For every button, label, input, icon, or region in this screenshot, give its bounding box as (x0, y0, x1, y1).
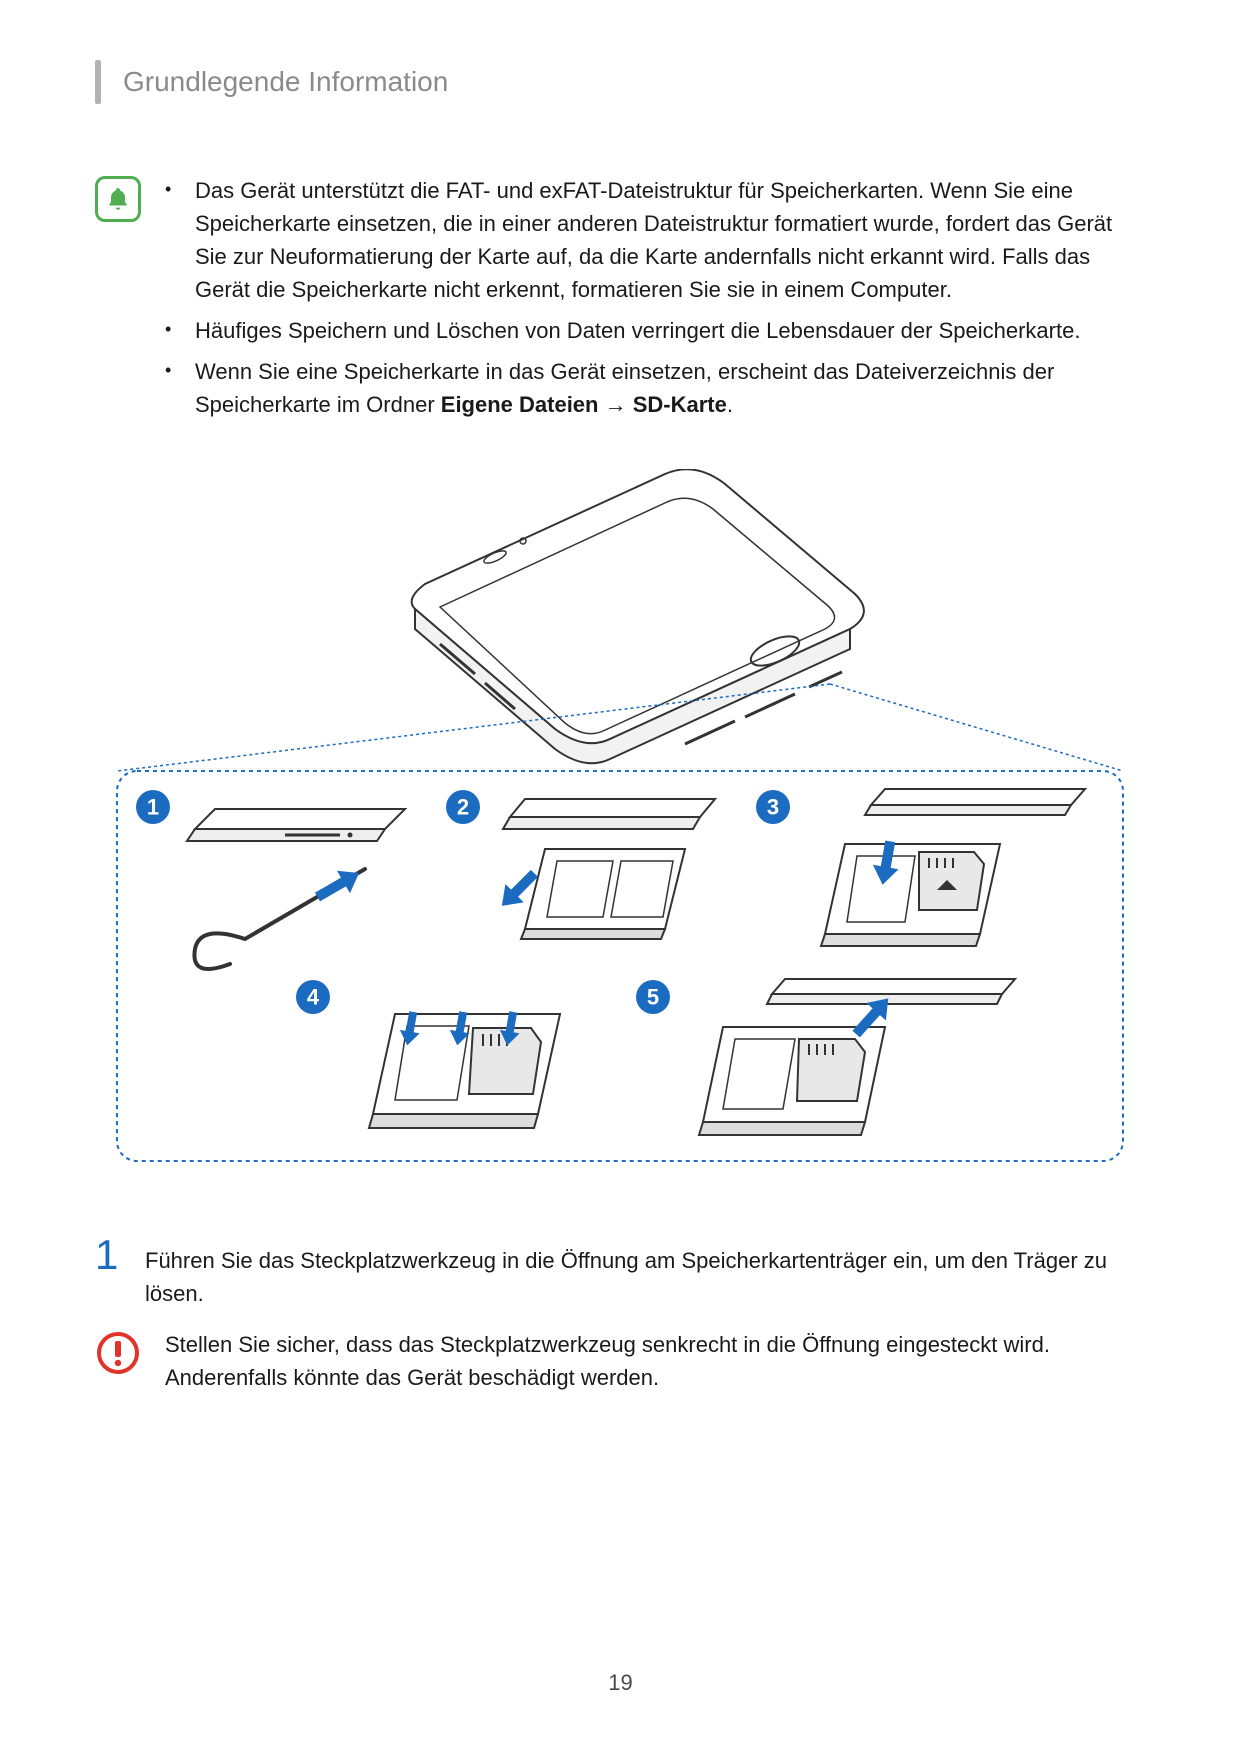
bullet-dot: • (165, 174, 195, 306)
caution-text: Stellen Sie sicher, dass das Steckplatzw… (165, 1328, 1146, 1394)
header-title: Grundlegende Information (123, 66, 448, 98)
phone-illustration (412, 469, 864, 763)
bullet-text: Häufiges Speichern und Löschen von Daten… (195, 314, 1146, 347)
caution-block: Stellen Sie sicher, dass das Steckplatzw… (95, 1328, 1146, 1394)
panel-label-1: 1 (147, 795, 159, 820)
page-root: Grundlegende Information • Das Gerät unt… (0, 0, 1241, 1754)
panel-label-4: 4 (307, 985, 320, 1010)
bullet-arrow: → (598, 392, 632, 417)
note-bullet-list: • Das Gerät unterstützt die FAT- und exF… (165, 174, 1146, 429)
bullet-suffix: . (727, 392, 733, 417)
bullet-text: Wenn Sie eine Speicherkarte in das Gerät… (195, 355, 1146, 421)
bell-icon (95, 176, 141, 222)
header-accent-bar (95, 60, 101, 104)
step-text: Führen Sie das Steckplatzwerkzeug in die… (145, 1234, 1146, 1310)
bullet-dot: • (165, 314, 195, 347)
bullet-bold1: Eigene Dateien (441, 392, 599, 417)
bullet-item: • Wenn Sie eine Speicherkarte in das Ger… (165, 355, 1146, 421)
exclamation-icon (95, 1330, 141, 1376)
step-block: 1 Führen Sie das Steckplatzwerkzeug in d… (95, 1234, 1146, 1310)
page-number: 19 (0, 1670, 1241, 1696)
exclamation-icon-svg (96, 1331, 140, 1375)
diagram-panel-2: 2 (446, 790, 715, 939)
diagram-svg: 1 2 (95, 469, 1145, 1169)
bullet-dot: • (165, 355, 195, 421)
diagram-container: 1 2 (95, 469, 1146, 1174)
panel-label-3: 3 (767, 795, 779, 820)
bell-icon-svg (105, 186, 131, 212)
caution-icon-column (95, 1328, 165, 1376)
bullet-bold2: SD-Karte (633, 392, 727, 417)
note-block: • Das Gerät unterstützt die FAT- und exF… (95, 174, 1146, 429)
bullet-text: Das Gerät unterstützt die FAT- und exFAT… (195, 174, 1146, 306)
bullet-item: • Das Gerät unterstützt die FAT- und exF… (165, 174, 1146, 306)
step-number: 1 (95, 1234, 145, 1276)
diagram-panel-4: 4 (296, 980, 560, 1128)
diagram-panel-3: 3 (756, 789, 1085, 946)
diagram-panel-5: 5 (636, 979, 1015, 1135)
page-header: Grundlegende Information (95, 60, 1146, 104)
panel-label-2: 2 (457, 795, 469, 820)
bullet-item: • Häufiges Speichern und Löschen von Dat… (165, 314, 1146, 347)
diagram-panel-1: 1 (136, 790, 405, 969)
callout-line (830, 684, 1123, 771)
note-icon-column (95, 174, 165, 222)
panel-label-5: 5 (647, 985, 659, 1010)
